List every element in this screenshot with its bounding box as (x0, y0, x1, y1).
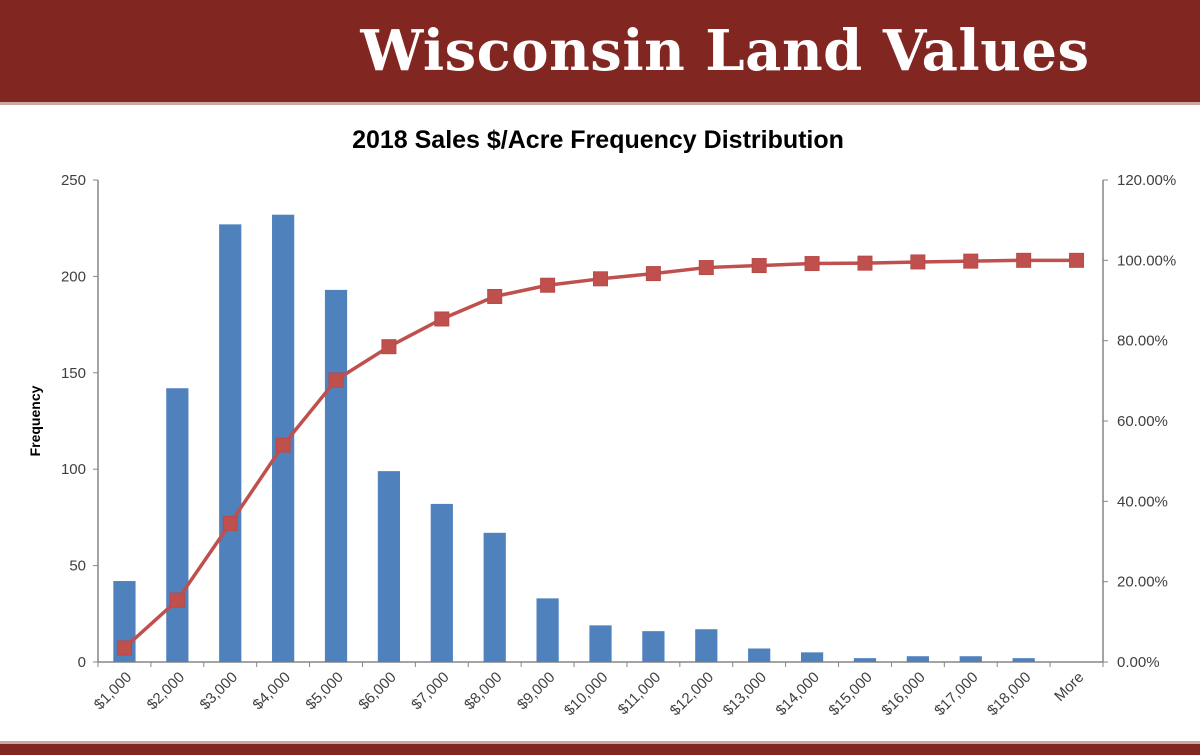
chart-title: 2018 Sales $/Acre Frequency Distribution (352, 126, 844, 154)
bar (800, 652, 824, 662)
bar (430, 503, 453, 662)
y2-tick-label: 60.00% (1117, 413, 1168, 430)
bar (536, 598, 559, 662)
x-tick-label: $9,000 (514, 669, 558, 713)
x-tick-label: $11,000 (615, 669, 665, 719)
bar (1012, 658, 1035, 662)
cumulative-marker (434, 311, 450, 327)
x-tick-label: $17,000 (931, 669, 981, 719)
cumulative-marker (698, 260, 714, 276)
x-tick-label: $16,000 (878, 669, 928, 719)
y-tick-label: 100 (61, 461, 86, 478)
cumulative-marker (169, 592, 185, 608)
y-tick-label: 50 (69, 558, 86, 575)
bar (642, 631, 665, 662)
cumulative-marker (645, 266, 661, 282)
cumulative-marker (963, 253, 979, 269)
y2-tick-label: 0.00% (1117, 654, 1160, 671)
cumulative-marker (857, 255, 873, 271)
page-title: Wisconsin Land Values (360, 18, 1090, 84)
x-tick-label: $3,000 (197, 669, 241, 713)
cumulative-marker (328, 372, 344, 388)
bar (483, 532, 506, 662)
bar (906, 656, 929, 662)
x-tick-label: $2,000 (144, 669, 188, 713)
y-tick-label: 250 (61, 172, 86, 189)
x-tick-label: $18,000 (984, 669, 1034, 719)
bar (853, 658, 877, 662)
cumulative-marker (593, 271, 608, 287)
y2-tick-label: 40.00% (1117, 493, 1168, 510)
bar (324, 289, 348, 662)
x-tick-label: $14,000 (773, 669, 823, 719)
title-banner: Wisconsin Land Values (0, 0, 1200, 105)
x-tick-label: $10,000 (561, 669, 611, 719)
y-axis-label: Frequency (27, 385, 43, 456)
cumulative-marker (1016, 252, 1032, 268)
cumulative-marker (487, 288, 503, 304)
x-tick-label: $5,000 (302, 669, 346, 713)
bar (166, 388, 189, 662)
cumulative-marker (804, 256, 820, 272)
bar (695, 629, 718, 662)
x-tick-label: $4,000 (249, 669, 293, 713)
y2-tick-label: 100.00% (1117, 252, 1176, 269)
x-tick-label: $6,000 (355, 669, 399, 713)
y-tick-label: 150 (61, 365, 86, 382)
y-tick-label: 200 (61, 268, 86, 285)
bar (219, 224, 242, 662)
cumulative-marker (116, 640, 132, 656)
bar (748, 648, 771, 662)
y-tick-label: 0 (78, 654, 86, 671)
x-tick-label: $12,000 (667, 669, 717, 719)
x-tick-label: $8,000 (461, 669, 505, 713)
x-tick-label: More (1051, 669, 1087, 705)
cumulative-line (123, 258, 1077, 650)
cumulative-marker (275, 437, 291, 453)
cumulative-marker (1069, 252, 1085, 268)
y2-tick-label: 120.00% (1117, 172, 1176, 189)
cumulative-marker (381, 339, 397, 355)
cumulative-marker (222, 515, 238, 531)
y2-tick-label: 20.00% (1117, 574, 1168, 591)
x-tick-label: $15,000 (825, 669, 875, 719)
x-tick-label: $1,000 (91, 669, 135, 713)
x-tick-label: $13,000 (720, 669, 770, 719)
cumulative-marker (910, 254, 926, 270)
y2-tick-label: 80.00% (1117, 333, 1168, 350)
cumulative-marker (751, 258, 767, 274)
bar (589, 625, 612, 662)
cumulative-marker (540, 277, 556, 293)
bar (959, 656, 982, 662)
x-tick-label: $7,000 (408, 669, 452, 713)
bar (377, 471, 401, 662)
